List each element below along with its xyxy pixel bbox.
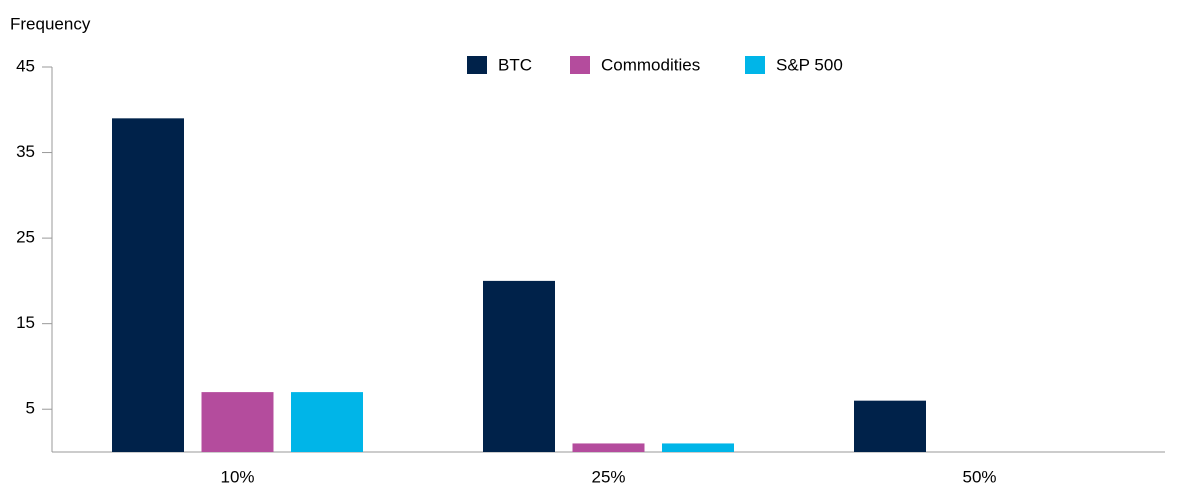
y-axis-label: Frequency [10, 14, 91, 33]
legend-label: BTC [498, 55, 532, 74]
bar [291, 392, 363, 452]
y-tick-label: 35 [16, 142, 35, 161]
x-tick-label: 25% [591, 467, 625, 486]
y-tick-label: 15 [16, 313, 35, 332]
bar [662, 443, 734, 452]
bar [572, 443, 645, 452]
bar [854, 400, 926, 452]
legend-swatch [467, 56, 487, 74]
y-tick-label: 45 [16, 56, 35, 75]
legend-swatch [745, 56, 765, 74]
bar [112, 118, 184, 452]
legend-label: Commodities [601, 55, 700, 74]
y-tick-label: 25 [16, 228, 35, 247]
legend-swatch [570, 56, 590, 74]
bar [201, 392, 274, 452]
y-tick-label: 5 [26, 399, 35, 418]
x-tick-label: 50% [962, 467, 996, 486]
bar [483, 280, 555, 452]
legend-label: S&P 500 [776, 55, 843, 74]
x-tick-label: 10% [220, 467, 254, 486]
